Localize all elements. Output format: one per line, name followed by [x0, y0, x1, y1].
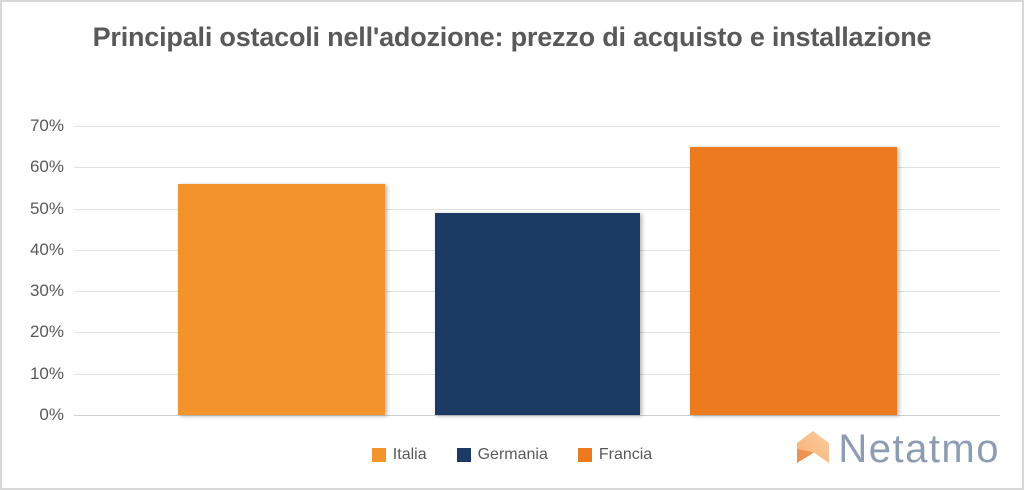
- plot-area: [74, 126, 1000, 416]
- bar-italia: [178, 184, 385, 415]
- legend-item-germania: Germania: [456, 446, 548, 464]
- y-axis-tick-label: 10%: [29, 364, 64, 383]
- y-axis-tick-label: 50%: [29, 199, 64, 218]
- legend: Italia Germania Francia: [2, 446, 1022, 464]
- legend-label: Francia: [598, 446, 653, 463]
- y-axis-tick-label: 60%: [29, 157, 64, 176]
- gridline: [74, 167, 1000, 168]
- chart-title-text: Principali ostacoli nell'adozione: prezz…: [92, 22, 932, 52]
- y-axis-tick-label: 40%: [29, 240, 64, 259]
- bar-germania: [435, 213, 640, 415]
- netatmo-logo: Netatmo: [796, 426, 1000, 472]
- y-axis-tick-label: 30%: [29, 281, 64, 300]
- legend-label: Italia: [392, 446, 427, 463]
- legend-swatch-francia: [577, 448, 592, 462]
- y-axis: 70% 60% 50% 40% 30% 20% 10% 0%: [2, 116, 64, 424]
- legend-swatch-italia: [371, 448, 386, 462]
- legend-item-italia: Italia: [371, 446, 427, 464]
- legend-label: Germania: [477, 446, 548, 463]
- netatmo-logo-text: Netatmo: [838, 427, 1000, 471]
- gridline: [74, 126, 1000, 127]
- legend-item-francia: Francia: [577, 446, 653, 464]
- gridline: [74, 209, 1000, 210]
- legend-swatch-germania: [456, 448, 471, 462]
- y-axis-tick-label: 70%: [29, 116, 64, 135]
- chart-title: Principali ostacoli nell'adozione: prezz…: [2, 18, 1022, 56]
- gridline: [74, 415, 1000, 416]
- y-axis-tick-label: 0%: [39, 405, 64, 424]
- netatmo-arrow-icon: [797, 431, 830, 463]
- bar-francia: [690, 147, 897, 415]
- y-axis-tick-label: 20%: [29, 322, 64, 341]
